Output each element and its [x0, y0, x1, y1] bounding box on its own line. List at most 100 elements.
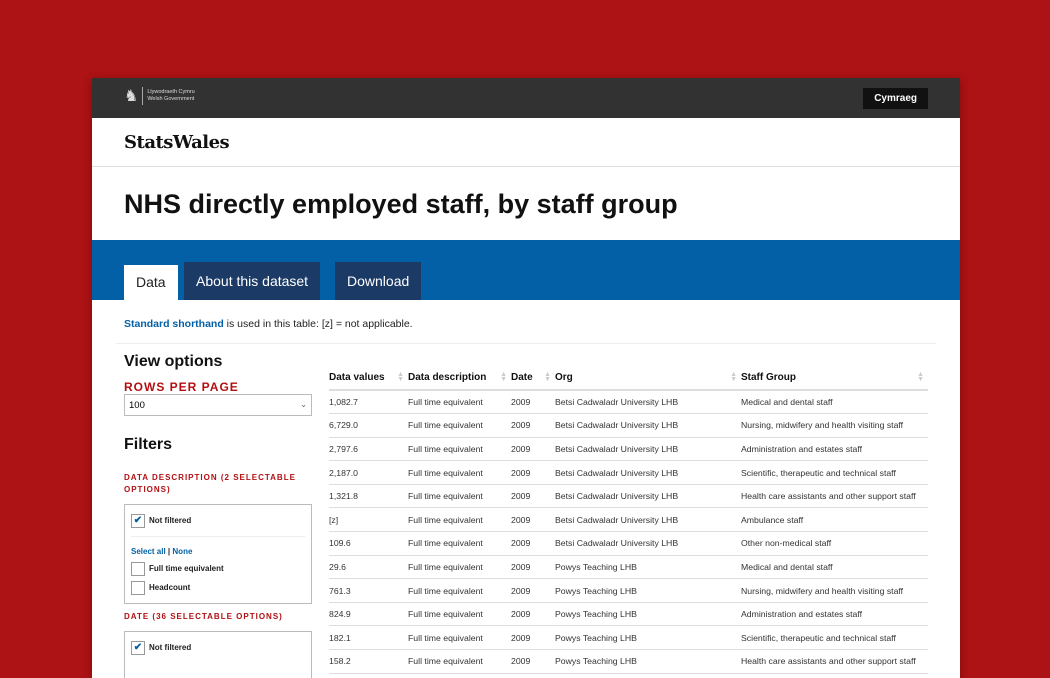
select-all-link[interactable]: Select all: [131, 547, 166, 556]
table-cell: Full time equivalent: [408, 531, 511, 556]
tab-bar: Data About this dataset Download: [92, 240, 960, 300]
check-icon: ✔: [131, 640, 145, 655]
table-cell: Powys Teaching LHB: [555, 602, 741, 627]
top-bar: ♞ Llywodraeth Cymru Welsh Government Cymr…: [92, 78, 960, 118]
table-row: 2,797.6 Full time equivalent 2009 Betsi Cad…: [329, 437, 928, 462]
table-row: 6,729.0 Full time equivalent 2009 Betsi Cad…: [329, 413, 928, 438]
table-row: 761.3 Full time equivalent 2009 Powys Teach…: [329, 578, 928, 603]
table-cell: Betsi Cadwaladr University LHB: [555, 460, 741, 485]
table-cell: Health care assistants and other support…: [741, 484, 928, 509]
table-cell: Full time equivalent: [408, 578, 511, 603]
column-header[interactable]: Data description ▲ ▼: [408, 366, 511, 391]
shorthand-note: Standard shorthand is used in this table…: [124, 318, 413, 330]
sort-icon[interactable]: ▲ ▼: [500, 371, 507, 383]
table-cell: Administration and estates staff: [741, 602, 928, 627]
column-header[interactable]: Org ▲ ▼: [555, 366, 741, 391]
table-row: 2,187.0 Full time equivalent 2009 Betsi Cad…: [329, 460, 928, 485]
sort-icon[interactable]: ▲ ▼: [397, 371, 404, 383]
table-cell: [z]: [329, 507, 408, 533]
table-cell: Full time equivalent: [408, 602, 511, 627]
table-cell: Nursing, midwifery and health visiting s…: [741, 578, 928, 603]
filter-label: DATA DESCRIPTION (2 SELECTABLE OPTIONS): [124, 473, 296, 494]
page: ♞ Llywodraeth Cymru Welsh Government Cymr…: [92, 78, 960, 678]
option-checkbox[interactable]: Headcount: [131, 578, 305, 597]
table-cell: Medical and dental staff: [741, 390, 928, 415]
column-header[interactable]: Staff Group ▲ ▼: [741, 366, 928, 391]
table-cell: Powys Teaching LHB: [555, 625, 741, 651]
table-cell: Powys Teaching LHB: [555, 649, 741, 674]
not-filtered-checkbox[interactable]: ✔ Not filtered: [131, 511, 305, 530]
table-cell: Betsi Cadwaladr University LHB: [555, 390, 741, 415]
rows-per-page-label: ROWS PER PAGE: [124, 380, 239, 394]
table-cell: Health care assistants and other support…: [741, 649, 928, 674]
dragon-icon: ♞: [124, 87, 139, 105]
rows-per-page-select[interactable]: 100 ⌄: [124, 394, 312, 416]
check-icon: ✔: [131, 513, 145, 528]
language-button[interactable]: Cymraeg: [863, 88, 928, 109]
data-description-filter: ✔ Not filtered Select all | None Full tim…: [124, 504, 312, 604]
option-checkbox[interactable]: Full time equivalent: [131, 559, 305, 578]
welsh-government-logo[interactable]: ♞ Llywodraeth Cymru Welsh Government: [124, 87, 195, 105]
table-cell: 6,729.0: [329, 413, 408, 438]
table-cell: Betsi Cadwaladr University LHB: [555, 413, 741, 438]
table-cell: 2009: [511, 437, 555, 462]
table-cell: 2,797.6: [329, 437, 408, 462]
table-cell: 2009: [511, 555, 555, 580]
table-cell: Betsi Cadwaladr University LHB: [555, 531, 741, 556]
table-row: [z] Full time equivalent 2009 Betsi Cadwala…: [329, 507, 928, 533]
table-cell: 158.2: [329, 649, 408, 674]
chevron-down-icon: ⌄: [300, 400, 307, 409]
table-cell: Full time equivalent: [408, 507, 511, 533]
data-table: Data values ▲ ▼ Data description ▲ ▼ Date ▲ ▼ Org…: [329, 366, 928, 674]
page-title: NHS directly employed staff, by staff gr…: [124, 189, 678, 219]
sort-icon[interactable]: ▲ ▼: [917, 371, 924, 383]
table-cell: 2009: [511, 484, 555, 509]
table-cell: Betsi Cadwaladr University LHB: [555, 507, 741, 533]
table-row: 29.6 Full time equivalent 2009 Powys Teachi…: [329, 555, 928, 580]
table-cell: Full time equivalent: [408, 413, 511, 438]
table-cell: 182.1: [329, 625, 408, 651]
brand-logo[interactable]: StatsWales: [92, 118, 960, 167]
table-cell: 2009: [511, 531, 555, 556]
table-cell: Medical and dental staff: [741, 555, 928, 580]
table-cell: 2009: [511, 390, 555, 415]
table-row: 824.9 Full time equivalent 2009 Powys Teach…: [329, 602, 928, 627]
table-cell: Betsi Cadwaladr University LHB: [555, 437, 741, 462]
sidebar: View options ROWS PER PAGE 100 ⌄ Filters …: [124, 353, 312, 678]
table-cell: Full time equivalent: [408, 625, 511, 651]
table-row: 1,082.7 Full time equivalent 2009 Betsi Cad…: [329, 390, 928, 415]
table-cell: 2009: [511, 649, 555, 674]
table-cell: 2009: [511, 460, 555, 485]
table-cell: Scientific, therapeutic and technical st…: [741, 460, 928, 485]
table-cell: Full time equivalent: [408, 437, 511, 462]
table-row: 109.6 Full time equivalent 2009 Betsi Cadwa…: [329, 531, 928, 556]
column-header[interactable]: Date ▲ ▼: [511, 366, 555, 391]
tab-data[interactable]: Data: [124, 262, 178, 300]
table-cell: Full time equivalent: [408, 555, 511, 580]
sort-icon[interactable]: ▲ ▼: [544, 371, 551, 383]
table-row: 1,321.8 Full time equivalent 2009 Betsi Cad…: [329, 484, 928, 509]
sort-icon[interactable]: ▲ ▼: [730, 371, 737, 383]
table-cell: 2009: [511, 578, 555, 603]
table-cell: 2,187.0: [329, 460, 408, 485]
table-row: 182.1 Full time equivalent 2009 Powys Teach…: [329, 625, 928, 651]
filter-label: DATE (36 SELECTABLE OPTIONS): [124, 612, 283, 621]
table-cell: Full time equivalent: [408, 649, 511, 674]
table-cell: 761.3: [329, 578, 408, 603]
table-cell: Other non-medical staff: [741, 531, 928, 556]
filters-heading: Filters: [124, 436, 173, 453]
tab-download[interactable]: Download: [335, 262, 422, 300]
table-cell: 29.6: [329, 555, 408, 580]
table-cell: 2009: [511, 602, 555, 627]
standard-shorthand-link[interactable]: Standard shorthand: [124, 318, 224, 330]
tab-about[interactable]: About this dataset: [184, 262, 321, 300]
table-cell: Full time equivalent: [408, 460, 511, 485]
not-filtered-checkbox[interactable]: ✔ Not filtered: [131, 638, 305, 657]
column-header[interactable]: Data values ▲ ▼: [329, 366, 408, 391]
table-cell: Powys Teaching LHB: [555, 578, 741, 603]
table-cell: Administration and estates staff: [741, 437, 928, 462]
none-link[interactable]: None: [172, 547, 193, 556]
table-cell: Scientific, therapeutic and technical st…: [741, 625, 928, 651]
table-cell: Nursing, midwifery and health visiting s…: [741, 413, 928, 438]
divider: [116, 343, 936, 344]
